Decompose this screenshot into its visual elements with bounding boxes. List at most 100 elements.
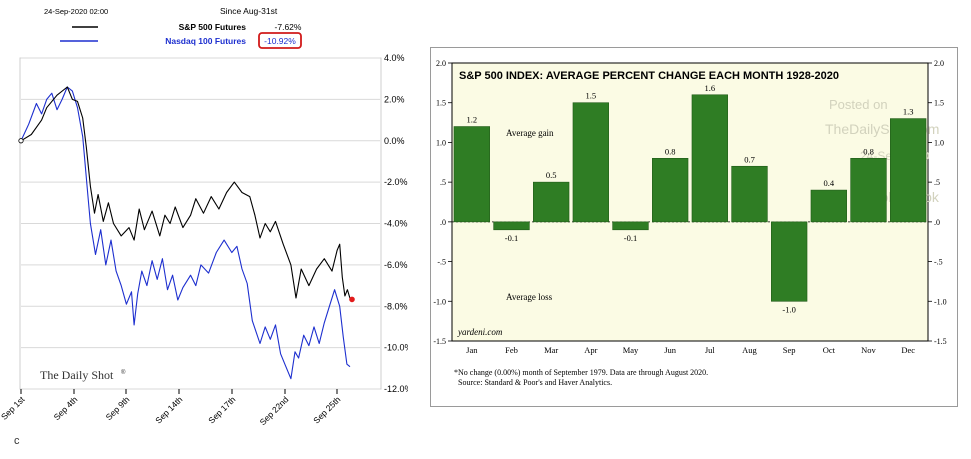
series-line [20,86,351,299]
month-bar [850,158,887,223]
right-chart-title: S&P 500 INDEX: AVERAGE PERCENT CHANGE EA… [459,70,839,82]
right-plot-area [451,62,929,342]
right-y-tick-label-left: -1.5 [433,337,446,346]
annotation-average-loss: Average loss [506,292,553,302]
right-y-tick-label-right: -.5 [934,258,943,267]
bar-value-label: 0.7 [744,154,755,164]
month-bar [652,158,689,223]
annotation-average-gain: Average gain [506,128,554,138]
attribution-line-1: Posted on [829,97,888,112]
left-y-tick-label: 0.0% [384,136,405,146]
bar-value-label: 0.8 [863,146,874,156]
right-bars: 1.2 -0.1 0.5 1.5 -0.1 0.8 1.6 0.7 -1.0 0.4 0.8 1.3 [453,83,927,314]
right-y-tick-label-right: 1.0 [934,138,944,147]
footnote-line-2: Source: Standard & Poor's and Haver Anal… [458,378,612,387]
legend-label-nasdaq: Nasdaq 100 Futures [165,36,246,46]
month-bar [493,221,530,231]
bar-value-label: -0.1 [505,233,518,243]
month-label: Jul [705,345,716,355]
bar-value-label: -1.0 [782,304,795,314]
right-y-tick-label-right: -1.0 [934,297,947,306]
series-line [20,86,351,380]
right-bar-chart-panel: S&P 500 INDEX: AVERAGE PERCENT CHANGE EA… [430,47,958,407]
right-y-axes: 2.0 2.0 1.5 1.5 1.0 1.0 .5 .5 .0 .0 -.5 -.5 -1.0 -1.0… [433,59,946,346]
right-y-tick-label-left: -.5 [437,258,446,267]
month-label: Apr [584,345,597,355]
left-y-tick-label: -2.0% [384,177,408,187]
footnote-line-1: *No change (0.00%) month of September 19… [454,368,708,377]
legend-change-sp500: -7.62% [275,22,302,32]
left-x-tick-label: Sep 25th [311,394,342,425]
right-y-tick-label-right: .5 [934,178,940,187]
month-label: Oct [823,345,836,355]
month-label: Jun [664,345,677,355]
bar-value-label: 1.2 [467,115,478,125]
month-bar [771,221,808,302]
left-x-tick-label: Sep 9th [104,394,132,422]
bar-value-label: 0.8 [665,146,676,156]
left-x-tick-label: Sep 14th [153,394,184,425]
right-y-tick-label-right: 2.0 [934,59,944,68]
right-y-tick-label-left: .0 [440,218,446,227]
month-label: Feb [505,345,518,355]
month-bar [453,126,490,223]
right-y-tick-label-right: 1.5 [934,99,944,108]
daily-shot-watermark: The Daily Shot [40,368,114,382]
right-bar-chart: S&P 500 INDEX: AVERAGE PERCENT CHANGE EA… [430,47,958,407]
left-y-tick-label: -6.0% [384,260,408,270]
month-bar [810,189,847,223]
left-line-chart: 24-Sep-2020 02:00 Since Aug-31st S&P 500… [0,6,413,447]
right-y-tick-label-left: 2.0 [436,59,446,68]
month-label: Sep [783,345,796,355]
right-y-tick-label-left: .5 [440,178,446,187]
month-bar [691,94,728,223]
nasdaq-change-highlight-box [258,32,302,49]
left-y-tick-label: -12.0% [384,384,408,394]
bar-value-label: 1.5 [586,91,597,101]
right-y-tick-label-left: 1.5 [436,99,446,108]
corner-mark: c [14,435,20,447]
left-y-tick-label: -8.0% [384,301,408,311]
month-bar [572,102,609,223]
left-y-tick-label: 4.0% [384,53,405,63]
month-label: Mar [544,345,558,355]
legend-change-nasdaq: -10.92% [264,36,296,46]
bar-value-label: 1.3 [903,107,914,117]
yardeni-brand: yardeni.com [457,327,503,337]
left-series-lines [18,86,355,380]
month-label: Jan [466,345,478,355]
series-end-marker [349,296,355,303]
series-start-marker [18,138,24,144]
month-label: Nov [861,345,876,355]
month-bar [533,181,570,223]
right-x-axis: Jan Feb Mar Apr May Jun Jul Aug Sep Oct Nov Dec [466,345,915,355]
left-since-label: Since Aug-31st [220,6,278,16]
left-x-tick-label: Sep 1st [0,394,27,422]
bar-value-label: 1.6 [705,83,716,93]
right-y-tick-label-right: -1.5 [934,337,947,346]
right-y-tick-label-right: .0 [934,218,940,227]
right-y-tick-label-left: 1.0 [436,138,446,147]
right-y-tick-label-left: -1.0 [433,297,446,306]
left-x-tick-label: Sep 17th [206,394,237,425]
legend-label-sp500: S&P 500 Futures [179,22,247,32]
left-y-tick-label: -10.0% [384,343,408,353]
bar-value-label: -0.1 [624,233,637,243]
month-label: Dec [901,345,915,355]
left-x-axis: Sep 1st Sep 4th Sep 9th Sep 14th Sep 17th Sep… [0,389,343,427]
left-x-tick-label: Sep 4th [52,394,80,422]
left-timestamp: 24-Sep-2020 02:00 [44,7,108,16]
left-y-tick-label: 2.0% [384,94,405,104]
month-bar [731,165,768,223]
bar-value-label: 0.5 [546,170,557,180]
left-chart-panel: 24-Sep-2020 02:00 Since Aug-31st S&P 500… [0,0,413,454]
bar-value-label: 0.4 [824,178,835,188]
left-y-axis: 4.0% 2.0% 0.0% -2.0% -4.0% -6.0% -8.0% -10.0% -1… [384,53,413,394]
watermark-registered-mark: ® [121,369,126,376]
left-x-tick-label: Sep 22nd [258,394,291,427]
month-label: May [623,345,639,355]
month-bar [612,221,649,231]
month-label: Aug [742,345,757,355]
left-y-tick-label: -4.0% [384,219,408,229]
month-bar [890,118,927,223]
